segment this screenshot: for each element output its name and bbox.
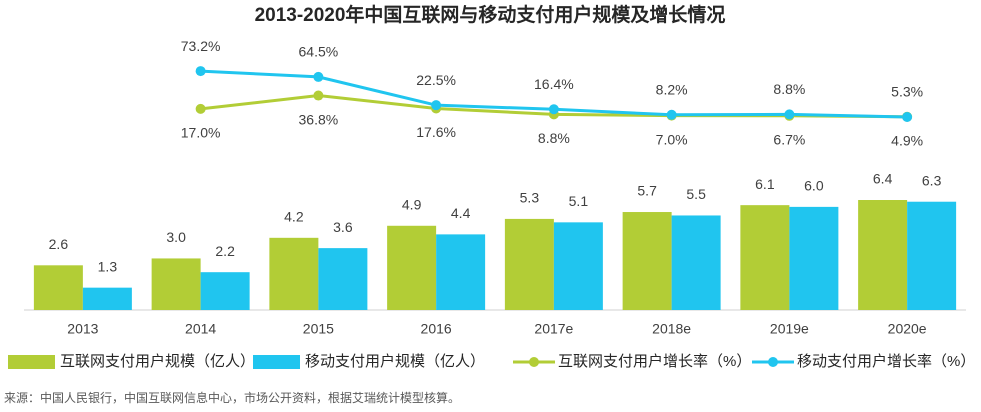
bar-value-label: 4.2 (284, 209, 304, 225)
bar-value-label: 4.4 (451, 205, 471, 221)
bar-value-label: 6.1 (755, 176, 775, 192)
bar-value-label: 3.0 (166, 229, 186, 245)
line-value-label: 16.4% (534, 76, 574, 92)
bar (318, 248, 368, 310)
x-tick-label: 2018e (652, 321, 691, 337)
line-point (431, 100, 442, 111)
line-value-label: 17.6% (416, 124, 456, 140)
chart-title: 2013-2020年中国互联网与移动支付用户规模及增长情况 (255, 3, 726, 26)
bar (504, 218, 554, 310)
bar-value-label: 3.6 (333, 219, 353, 235)
legend-swatch (253, 355, 300, 369)
legend-label: 移动支付用户规模（亿人） (305, 353, 485, 370)
bar (200, 272, 250, 310)
line-value-label: 6.7% (773, 131, 805, 147)
line-value-label: 8.8% (773, 81, 805, 97)
legend-label: 互联网支付用户增长率（%） (558, 353, 751, 370)
x-tick-label: 2019e (770, 321, 809, 337)
line-point (666, 109, 677, 120)
bar-value-label: 5.3 (520, 190, 540, 206)
x-tick-label: 2017e (534, 321, 573, 337)
x-tick-label: 2016 (421, 321, 452, 337)
x-tick-label: 2014 (185, 321, 216, 337)
x-tick-label: 2015 (303, 321, 334, 337)
line-point (902, 112, 913, 123)
bar-value-label: 6.4 (873, 171, 893, 187)
bar (622, 212, 672, 310)
bar-value-label: 1.3 (98, 258, 118, 274)
line-point (195, 66, 206, 77)
bar-value-label: 5.1 (569, 193, 589, 209)
bar (151, 258, 201, 310)
line-value-label: 8.8% (538, 130, 570, 146)
bar (858, 200, 908, 310)
line-value-label: 4.9% (891, 133, 923, 149)
bar (82, 287, 132, 310)
bar (269, 237, 319, 310)
bar-value-label: 4.9 (402, 196, 422, 212)
x-tick-label: 2020e (888, 321, 927, 337)
line-value-label: 8.2% (656, 81, 688, 97)
line-point (784, 109, 795, 120)
legend-marker (768, 357, 778, 367)
bar-value-label: 2.6 (49, 236, 69, 252)
line-value-label: 22.5% (416, 72, 456, 88)
line-value-label: 5.3% (891, 83, 923, 99)
line-value-label: 64.5% (299, 44, 339, 60)
line-point (548, 104, 559, 115)
bar (436, 234, 486, 310)
bar-value-label: 6.3 (922, 172, 942, 188)
bar (387, 225, 437, 310)
bar (907, 201, 957, 310)
bar (553, 222, 603, 310)
line-value-label: 7.0% (656, 131, 688, 147)
line-value-label: 17.0% (181, 125, 221, 141)
legend-label: 互联网支付用户规模（亿人） (60, 353, 255, 370)
legend-marker (529, 357, 539, 367)
bar-value-label: 6.0 (804, 178, 824, 194)
source: 来源：中国人民银行，中国互联网信息中心，市场公开资料，根据艾瑞统计模型核算。 (4, 390, 460, 405)
bar-value-label: 2.2 (215, 243, 235, 259)
bar-value-label: 5.5 (686, 186, 706, 202)
line-point (195, 103, 206, 114)
bar (33, 265, 83, 310)
legend-label: 移动支付用户增长率（%） (797, 353, 975, 370)
line-point (313, 71, 324, 82)
x-tick-label: 2013 (67, 321, 98, 337)
line-point (313, 90, 324, 101)
line-value-label: 73.2% (181, 38, 221, 54)
bar (789, 206, 839, 310)
line-value-label: 36.8% (299, 111, 339, 127)
bar-value-label: 5.7 (637, 183, 657, 199)
bar (671, 215, 721, 310)
bar (740, 205, 790, 310)
legend-swatch (8, 355, 55, 369)
